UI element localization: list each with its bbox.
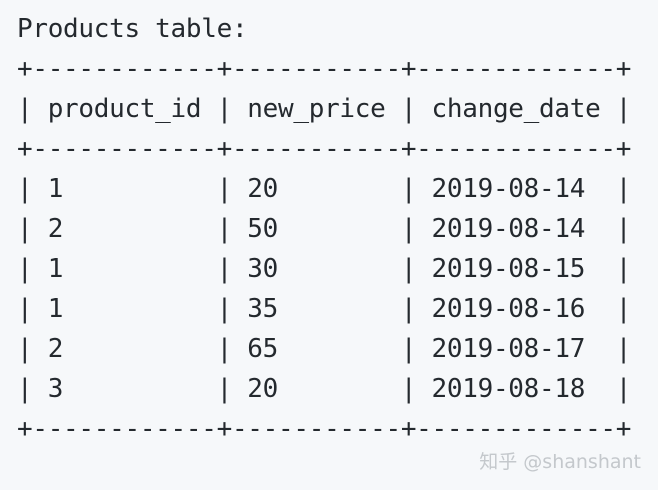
table-row: | 2 | 50 | 2019-08-14 | [17, 214, 632, 244]
table-row: | 2 | 65 | 2019-08-17 | [17, 334, 632, 364]
watermark: 知乎 @shanshant [479, 451, 641, 473]
table-row: | 1 | 20 | 2019-08-14 | [17, 174, 632, 204]
table-row: | 1 | 35 | 2019-08-16 | [17, 294, 632, 324]
table-heading: Products table: [17, 14, 248, 44]
table-top-border: +------------+-----------+-------------+ [17, 54, 632, 84]
table-row: | 3 | 20 | 2019-08-18 | [17, 374, 632, 404]
table-row: | 1 | 30 | 2019-08-15 | [17, 254, 632, 284]
table-header-separator: +------------+-----------+-------------+ [17, 134, 632, 164]
table-header-row: | product_id | new_price | change_date | [17, 94, 632, 124]
table-bottom-border: +------------+-----------+-------------+ [17, 414, 632, 444]
code-block: Products table: +------------+----------… [17, 9, 631, 449]
